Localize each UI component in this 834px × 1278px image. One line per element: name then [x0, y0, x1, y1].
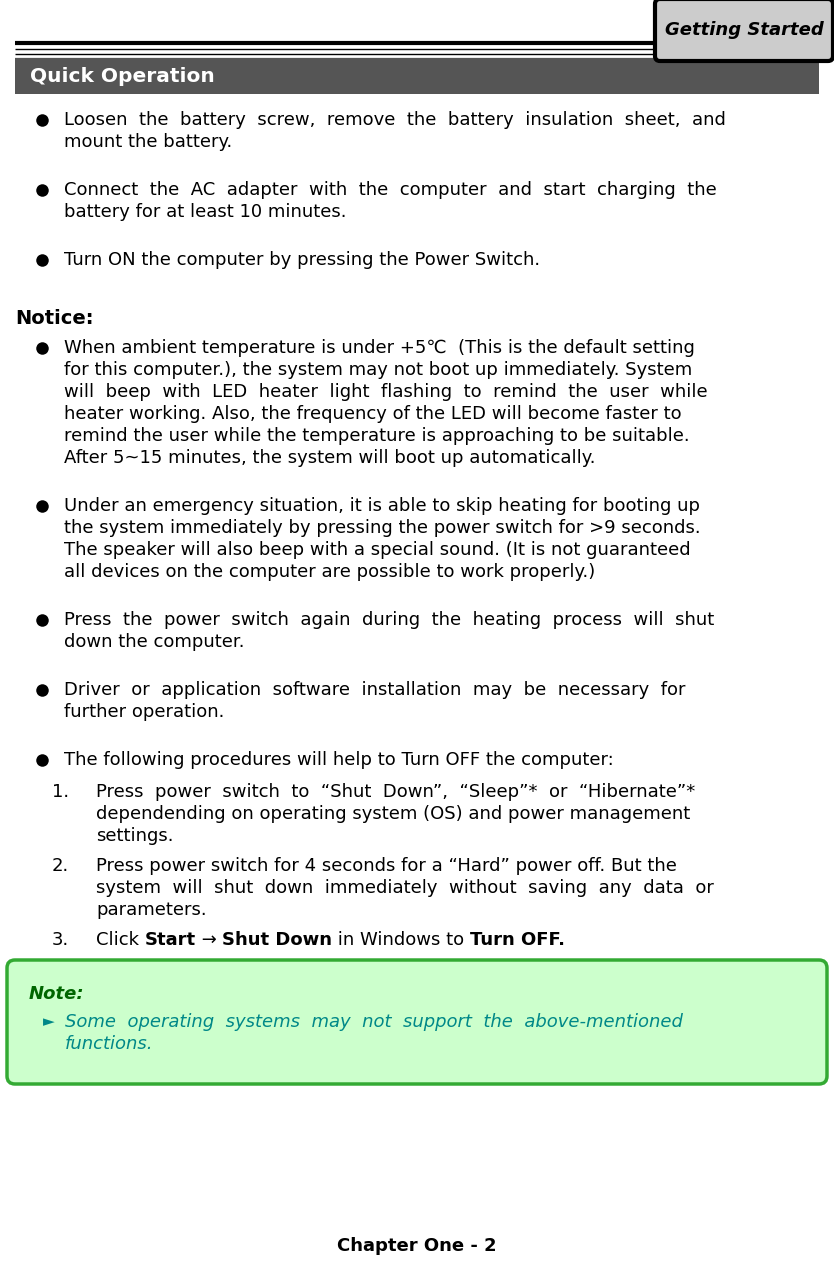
- FancyBboxPatch shape: [655, 0, 833, 61]
- Text: in Windows to: in Windows to: [333, 930, 470, 950]
- Text: The following procedures will help to Turn OFF the computer:: The following procedures will help to Tu…: [64, 751, 614, 769]
- Text: mount the battery.: mount the battery.: [64, 133, 232, 151]
- Text: Loosen  the  battery  screw,  remove  the  battery  insulation  sheet,  and: Loosen the battery screw, remove the bat…: [64, 111, 726, 129]
- Text: Connect  the  AC  adapter  with  the  computer  and  start  charging  the: Connect the AC adapter with the computer…: [64, 181, 716, 199]
- Text: remind the user while the temperature is approaching to be suitable.: remind the user while the temperature is…: [64, 427, 690, 445]
- Text: 2.: 2.: [52, 858, 69, 875]
- FancyBboxPatch shape: [15, 58, 819, 95]
- Text: 3.: 3.: [52, 930, 69, 950]
- Text: ►: ►: [43, 1015, 55, 1030]
- Text: all devices on the computer are possible to work properly.): all devices on the computer are possible…: [64, 564, 595, 581]
- Text: functions.: functions.: [65, 1035, 153, 1053]
- Text: Under an emergency situation, it is able to skip heating for booting up: Under an emergency situation, it is able…: [64, 497, 700, 515]
- Text: Start: Start: [145, 930, 196, 950]
- Text: parameters.: parameters.: [96, 901, 207, 919]
- Text: Chapter One - 2: Chapter One - 2: [337, 1237, 497, 1255]
- Text: down the computer.: down the computer.: [64, 633, 244, 651]
- Text: Press  the  power  switch  again  during  the  heating  process  will  shut: Press the power switch again during the …: [64, 611, 714, 629]
- Text: Turn ON the computer by pressing the Power Switch.: Turn ON the computer by pressing the Pow…: [64, 250, 540, 268]
- Text: Note:: Note:: [29, 985, 84, 1003]
- Text: dependending on operating system (OS) and power management: dependending on operating system (OS) an…: [96, 805, 691, 823]
- Text: Press  power  switch  to  “Shut  Down”,  “Sleep”*  or  “Hibernate”*: Press power switch to “Shut Down”, “Slee…: [96, 783, 696, 801]
- Text: Shut Down: Shut Down: [223, 930, 333, 950]
- Text: Press power switch for 4 seconds for a “Hard” power off. But the: Press power switch for 4 seconds for a “…: [96, 858, 677, 875]
- Text: The speaker will also beep with a special sound. (It is not guaranteed: The speaker will also beep with a specia…: [64, 541, 691, 558]
- Text: Getting Started: Getting Started: [665, 20, 823, 40]
- Text: When ambient temperature is under +5℃  (This is the default setting: When ambient temperature is under +5℃ (T…: [64, 339, 695, 357]
- Text: settings.: settings.: [96, 827, 173, 845]
- Text: Click: Click: [96, 930, 145, 950]
- Text: system  will  shut  down  immediately  without  saving  any  data  or: system will shut down immediately withou…: [96, 879, 714, 897]
- FancyBboxPatch shape: [7, 960, 827, 1084]
- Text: →: →: [196, 930, 223, 950]
- Text: After 5~15 minutes, the system will boot up automatically.: After 5~15 minutes, the system will boot…: [64, 449, 595, 466]
- Text: will  beep  with  LED  heater  light  flashing  to  remind  the  user  while: will beep with LED heater light flashing…: [64, 383, 707, 401]
- Text: Some  operating  systems  may  not  support  the  above-mentioned: Some operating systems may not support t…: [65, 1013, 683, 1031]
- Text: Quick Operation: Quick Operation: [30, 68, 214, 87]
- Text: further operation.: further operation.: [64, 703, 224, 721]
- Text: heater working. Also, the frequency of the LED will become faster to: heater working. Also, the frequency of t…: [64, 405, 681, 423]
- Text: Driver  or  application  software  installation  may  be  necessary  for: Driver or application software installat…: [64, 681, 686, 699]
- Text: Notice:: Notice:: [15, 308, 93, 327]
- Text: the system immediately by pressing the power switch for >9 seconds.: the system immediately by pressing the p…: [64, 519, 701, 537]
- Text: for this computer.), the system may not boot up immediately. System: for this computer.), the system may not …: [64, 360, 692, 380]
- Text: battery for at least 10 minutes.: battery for at least 10 minutes.: [64, 203, 346, 221]
- Text: 1.: 1.: [52, 783, 69, 801]
- Text: Turn OFF.: Turn OFF.: [470, 930, 565, 950]
